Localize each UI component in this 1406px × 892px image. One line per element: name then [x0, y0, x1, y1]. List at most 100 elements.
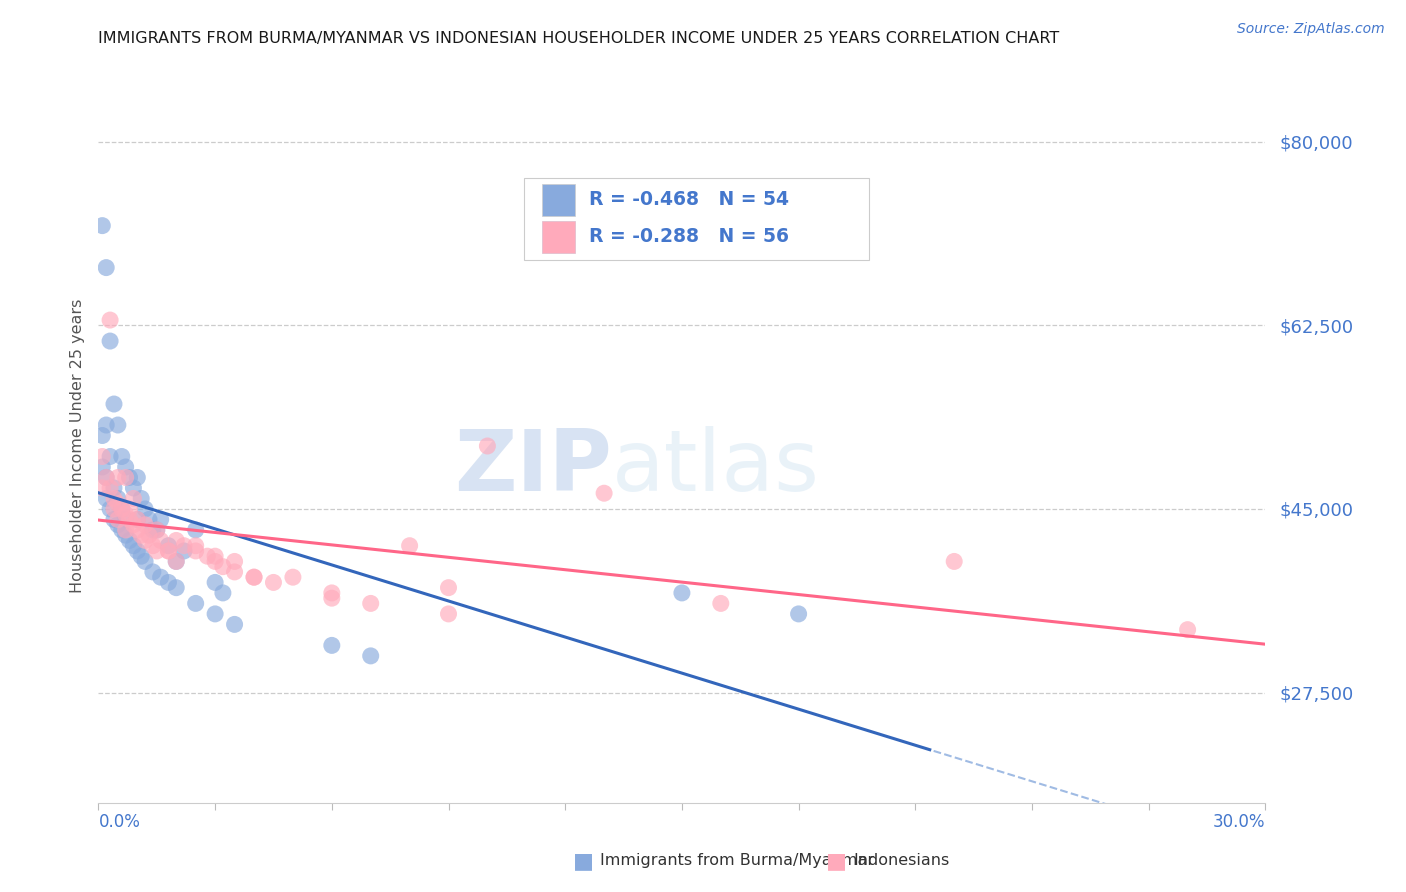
Point	[111, 502, 134, 516]
Text: ■: ■	[827, 851, 846, 871]
Point	[127, 544, 149, 558]
FancyBboxPatch shape	[524, 178, 869, 260]
Point	[243, 570, 266, 584]
Point	[118, 502, 141, 516]
Point	[122, 481, 145, 495]
Point	[165, 554, 187, 568]
Point	[129, 528, 152, 542]
Point	[127, 512, 149, 526]
Point	[710, 596, 733, 610]
Point	[195, 549, 218, 564]
Point	[138, 512, 160, 526]
Point	[943, 554, 966, 568]
Point	[671, 586, 693, 600]
Point	[224, 617, 246, 632]
Point	[184, 539, 207, 553]
Text: Source: ZipAtlas.com: Source: ZipAtlas.com	[1237, 22, 1385, 37]
Point	[127, 512, 149, 526]
Point	[122, 491, 145, 506]
Point	[184, 523, 207, 537]
Point	[122, 517, 145, 532]
Point	[477, 439, 499, 453]
Point	[98, 481, 121, 495]
Point	[91, 481, 114, 495]
Point	[1177, 623, 1199, 637]
Point	[360, 648, 382, 663]
Point	[142, 523, 165, 537]
Text: Immigrants from Burma/Myanmar: Immigrants from Burma/Myanmar	[600, 854, 875, 868]
Point	[157, 539, 180, 553]
Bar	[541, 184, 575, 216]
Point	[91, 428, 114, 442]
Point	[107, 512, 129, 526]
Point	[360, 596, 382, 610]
Point	[281, 570, 304, 584]
Point	[107, 497, 129, 511]
Point	[184, 596, 207, 610]
Point	[98, 502, 121, 516]
Point	[173, 544, 195, 558]
Point	[96, 491, 118, 506]
Point	[118, 512, 141, 526]
Point	[107, 470, 129, 484]
Point	[98, 450, 121, 464]
Point	[204, 575, 226, 590]
Point	[134, 502, 156, 516]
Point	[107, 417, 129, 432]
Point	[114, 507, 136, 521]
Point	[142, 539, 165, 553]
Point	[107, 491, 129, 506]
Point	[212, 559, 235, 574]
Point	[114, 512, 136, 526]
Point	[118, 470, 141, 484]
Point	[146, 544, 169, 558]
Point	[165, 581, 187, 595]
Point	[111, 450, 134, 464]
Point	[96, 470, 118, 484]
Bar	[541, 221, 575, 253]
Point	[96, 417, 118, 432]
Point	[91, 450, 114, 464]
Point	[149, 533, 172, 548]
Point	[321, 586, 343, 600]
Point	[224, 565, 246, 579]
Point	[787, 607, 810, 621]
Point	[204, 554, 226, 568]
Point	[111, 502, 134, 516]
Point	[262, 575, 284, 590]
Point	[103, 502, 125, 516]
Point	[437, 581, 460, 595]
Point	[103, 491, 125, 506]
Point	[138, 528, 160, 542]
Point	[173, 539, 195, 553]
Point	[134, 554, 156, 568]
Point	[321, 639, 343, 653]
Point	[157, 544, 180, 558]
Point	[134, 533, 156, 548]
Point	[146, 523, 169, 537]
Point	[98, 334, 121, 348]
Text: R = -0.288   N = 56: R = -0.288 N = 56	[589, 227, 789, 246]
Point	[122, 539, 145, 553]
Point	[127, 470, 149, 484]
Point	[243, 570, 266, 584]
Point	[103, 512, 125, 526]
Point	[107, 517, 129, 532]
Point	[98, 313, 121, 327]
Point	[129, 491, 152, 506]
Point	[184, 544, 207, 558]
Point	[103, 481, 125, 495]
Point	[103, 397, 125, 411]
Point	[398, 539, 420, 553]
Point	[224, 554, 246, 568]
Point	[149, 570, 172, 584]
Point	[114, 523, 136, 537]
Text: 30.0%: 30.0%	[1213, 814, 1265, 831]
Point	[91, 460, 114, 475]
Point	[146, 523, 169, 537]
Point	[127, 523, 149, 537]
Point	[165, 533, 187, 548]
Point	[437, 607, 460, 621]
Point	[149, 512, 172, 526]
Point	[204, 607, 226, 621]
